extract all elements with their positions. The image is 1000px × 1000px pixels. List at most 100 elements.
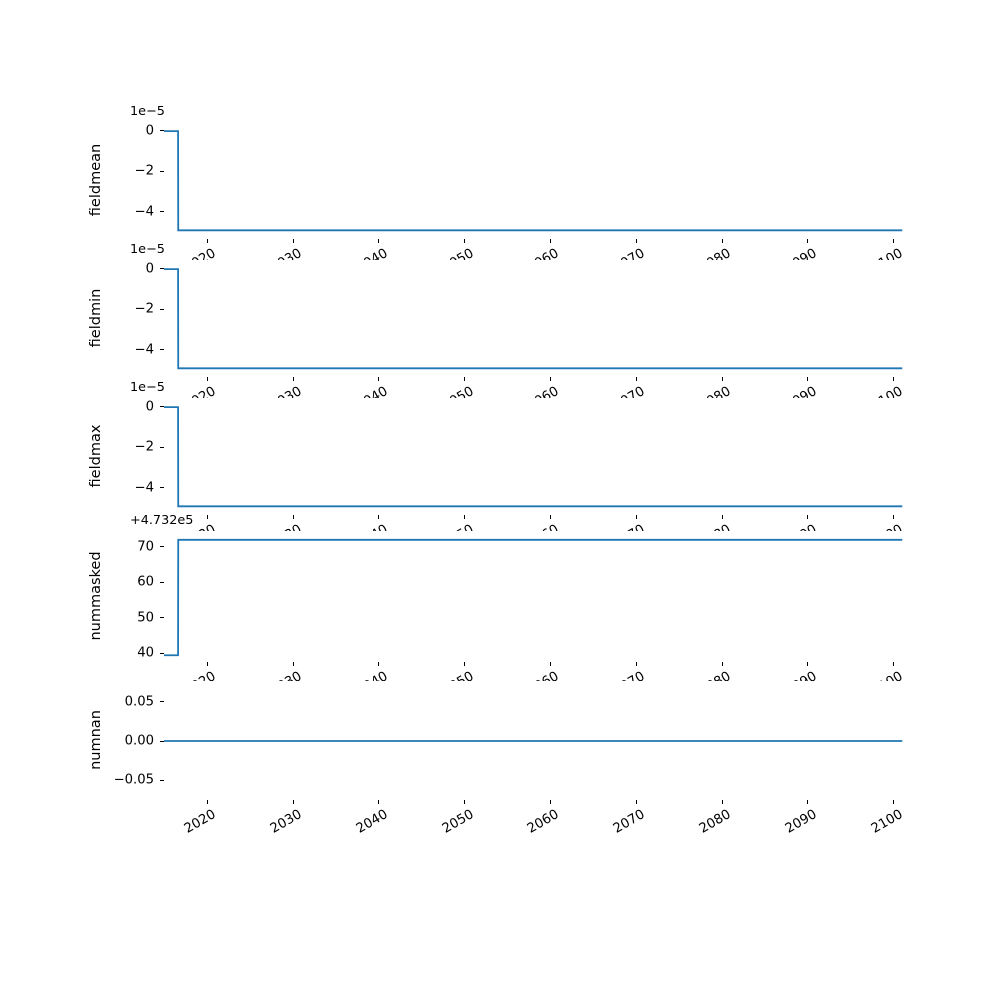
series-line-fieldmean [164,130,903,232]
x-tick-mark [893,662,895,666]
series-line-fieldmin [164,268,903,370]
y-tick-label: −4 [134,480,154,496]
y-tick-mark [160,740,164,742]
x-tick-mark [549,377,552,381]
y-tick-mark [160,406,164,408]
y-tick-label: 60 [137,574,154,590]
x-tick-mark [893,515,895,519]
x-tick-mark [549,515,552,519]
x-tick-mark [292,662,294,666]
x-tick-mark [893,377,895,381]
x-tick-mark [721,800,723,804]
subplot-fieldmin: fieldmin1e−50−2−420202030204020502060207… [4,242,997,414]
x-tick-mark [292,515,294,519]
y-tick-label: −0.05 [113,772,154,788]
x-tick-mark [635,377,637,381]
y-tick-label: 50 [137,610,154,626]
y-tick-mark [160,617,164,619]
x-tick-mark [807,515,809,519]
y-tick-mark [160,779,164,781]
y-axis-offset-nummasked: +4.732e5 [130,513,194,528]
x-tick-mark [807,239,809,243]
y-tick-label: 0 [145,261,154,277]
y-tick-mark [160,211,164,213]
x-tick-label: 2030 [267,807,305,837]
subplot-fieldmean: fieldmean1e−50−2−42020203020402050206020… [4,104,997,276]
subplot-nummasked: nummasked+4.732e570605040202020302040205… [4,513,997,699]
x-tick-mark [549,239,552,243]
y-tick-label: 0 [145,123,154,139]
y-tick-mark [160,130,164,132]
x-tick-mark [292,239,294,243]
subplot-numnan: numnan 0.05 0.00 −0.05 2020 2030 2040 2050 2060 2… [4,681,997,837]
x-tick-label: 2020 [182,807,219,837]
y-tick-label: −2 [134,163,154,179]
y-tick-mark [160,546,164,548]
x-tick-mark [292,800,294,804]
series-line-fieldmax [164,406,903,508]
x-tick-mark [807,377,809,381]
x-tick-mark [721,662,723,666]
y-tick-mark [160,487,164,489]
y-tick-mark [160,308,164,310]
series-group-fieldmean [164,130,903,232]
y-tick-label: −2 [134,301,154,317]
x-tick-mark [721,239,723,243]
y-axis-offset-fieldmean: 1e−5 [130,104,165,119]
y-tick-label: 70 [137,539,154,555]
x-tick-mark [893,800,895,804]
x-tick-mark [549,662,552,666]
x-tick-mark [378,377,380,381]
y-tick-label: 0 [145,399,154,415]
subplot-background [4,531,997,661]
x-tick-mark [292,377,294,381]
y-tick-label: 40 [137,645,154,661]
x-tick-mark [549,800,552,804]
y-axis-offset-fieldmin: 1e−5 [130,242,165,257]
subplot-background [4,681,997,799]
x-tick-mark [378,800,380,804]
y-tick-mark [160,446,164,448]
x-tick-label: 2070 [611,807,648,837]
x-tick-mark [635,239,637,243]
y-axis-offset-fieldmax: 1e−5 [130,380,165,395]
x-tick-mark [464,239,466,243]
series-line-nummasked [164,538,903,657]
x-tick-mark [893,239,895,243]
x-tick-mark [206,800,208,804]
y-tick-label: 0.00 [124,733,154,749]
series-group-fieldmin [164,268,903,370]
y-tick-mark [160,701,164,703]
x-tick-mark [206,239,208,243]
y-tick-label: −4 [134,342,154,358]
x-tick-mark [206,515,208,519]
y-tick-label: −4 [134,204,154,220]
x-tick-mark [635,800,637,804]
series-group-fieldmax [164,406,903,508]
x-tick-label: 2060 [525,807,562,837]
y-tick-mark [160,652,164,654]
x-tick-mark [206,377,208,381]
x-tick-mark [378,515,380,519]
x-tick-mark [464,662,466,666]
x-tick-mark [464,800,466,804]
subplot-fieldmax: fieldmax1e−50−2−420202030204020502060207… [4,380,997,552]
x-tick-mark [464,515,466,519]
y-tick-mark [160,170,164,172]
y-tick-mark [160,268,164,270]
x-tick-mark [378,239,380,243]
x-tick-mark [635,515,637,519]
series-group-nummasked [164,538,903,657]
subplot-background [4,398,997,514]
x-tick-mark [721,515,723,519]
x-tick-mark [807,662,809,666]
y-tick-label: −2 [134,439,154,455]
x-tick-label: 2090 [782,807,820,837]
x-tick-label: 2080 [697,807,734,837]
y-tick-mark [160,349,164,351]
y-tick-label: 0.05 [124,694,154,710]
subplot-background [4,122,997,238]
x-tick-mark [464,377,466,381]
x-tick-label: 2050 [439,807,477,837]
x-tick-label: 2040 [353,807,391,837]
